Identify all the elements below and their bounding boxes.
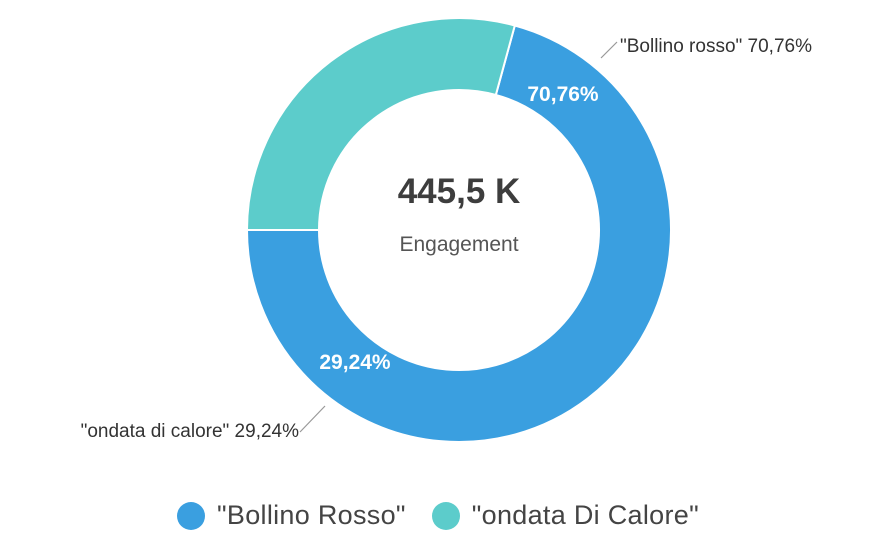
- legend-swatch-ondata-di-calore-icon: [431, 501, 460, 530]
- center-value: 445,5 K: [398, 172, 521, 211]
- leader-line-ondata: [299, 405, 326, 433]
- slice-inner-label-bollino: 70,76%: [527, 83, 599, 106]
- slice-outer-label-ondata: "ondata di calore" 29,24%: [81, 421, 300, 442]
- slice-inner-label-ondata: 29,24%: [319, 351, 391, 374]
- legend-label-bollino-rosso: "Bollino Rosso": [217, 500, 406, 530]
- slice-ondata: [245, 17, 517, 231]
- legend-label-ondata-di-calore: "ondata Di Calore": [471, 500, 699, 530]
- legend-item-bollino-rosso[interactable]: "Bollino Rosso": [177, 500, 406, 531]
- chart-legend: "Bollino Rosso" "ondata Di Calore": [0, 500, 876, 531]
- center-label: Engagement: [399, 233, 518, 256]
- leader-line-bollino: [600, 41, 618, 59]
- legend-swatch-bollino-rosso-icon: [177, 501, 206, 530]
- slice-outer-label-bollino: "Bollino rosso" 70,76%: [620, 36, 812, 57]
- slice-bollino: [245, 24, 672, 443]
- legend-item-ondata-di-calore[interactable]: "ondata Di Calore": [431, 500, 699, 531]
